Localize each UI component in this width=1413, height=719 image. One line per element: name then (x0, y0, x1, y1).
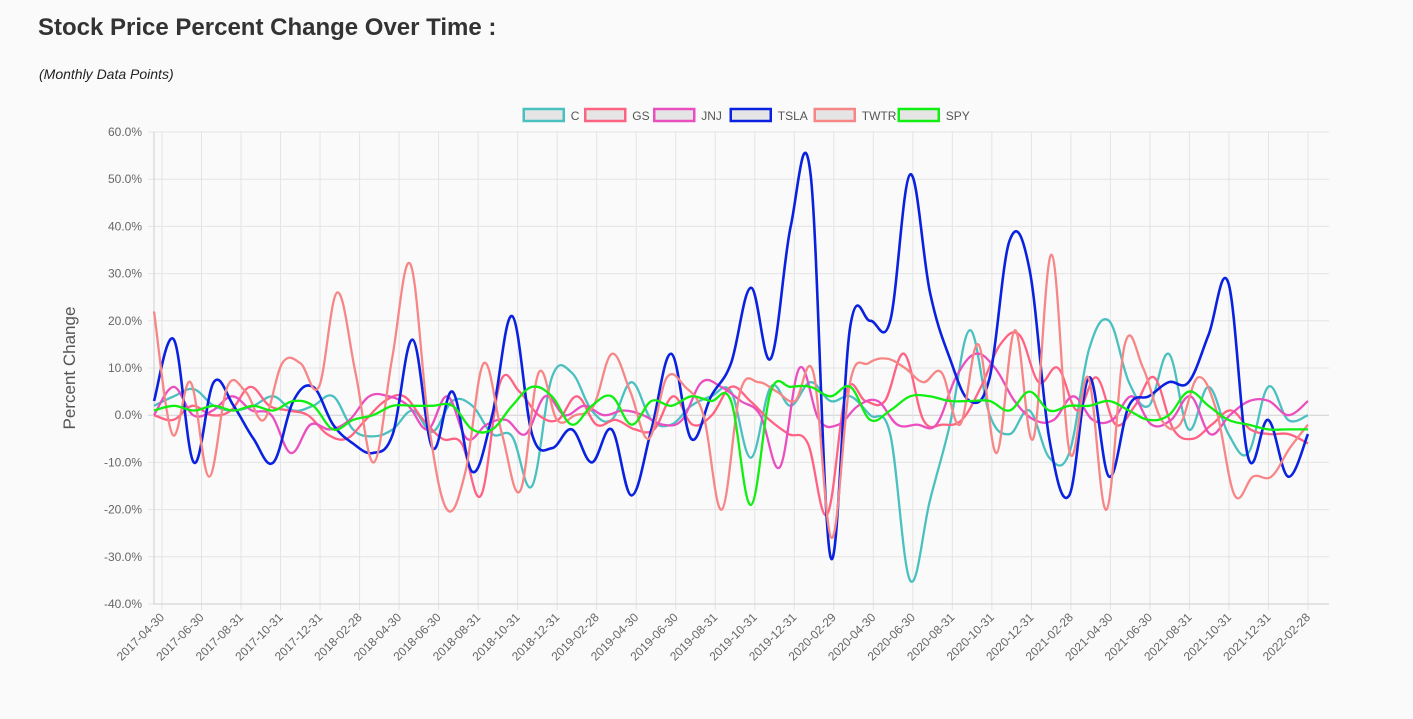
series-line-jnj (153, 352, 1309, 470)
legend-label-twtr: TWTR (862, 109, 897, 123)
y-tick-label: 0.0% (115, 408, 143, 422)
legend-label-c: C (571, 109, 580, 123)
series-line-spy (153, 379, 1308, 507)
y-tick-label: 40.0% (108, 219, 142, 233)
legend-swatch-c (522, 107, 565, 123)
y-axis-title: Percent Change (60, 307, 79, 430)
gridlines (148, 131, 1329, 610)
y-tick-label: 50.0% (108, 172, 142, 186)
series-lines (152, 151, 1310, 583)
legend-label-gs: GS (632, 109, 649, 123)
legend-label-jnj: JNJ (701, 109, 722, 123)
axes: -40.0% -30.0% -20.0% -10.0% 0.0% 10.0% 20.0% 30… (104, 125, 1329, 664)
y-tick-label: -20.0% (104, 503, 142, 517)
y-tick-label: 10.0% (108, 361, 142, 375)
legend: C GS JNJ TSLA TWTR SPY (522, 107, 970, 123)
y-tick-label: 20.0% (108, 314, 142, 328)
y-tick-label: 30.0% (108, 267, 142, 281)
y-tick-label: -30.0% (104, 550, 142, 564)
legend-swatch-twtr (813, 107, 856, 123)
y-tick-label: -10.0% (104, 455, 142, 469)
legend-swatch-gs (584, 107, 627, 123)
y-tick-label: 60.0% (108, 125, 142, 139)
legend-label-spy: SPY (946, 109, 970, 123)
legend-swatch-jnj (653, 107, 696, 123)
legend-swatch-tsla (729, 107, 772, 123)
legend-label-tsla: TSLA (778, 109, 808, 123)
series-line-twtr (152, 253, 1309, 540)
series-line-c (153, 318, 1309, 583)
series-line-gs (153, 331, 1309, 517)
series-line-tsla (152, 151, 1310, 561)
page-subtitle: (Monthly Data Points) (39, 66, 174, 82)
y-tick-label: -40.0% (104, 597, 142, 611)
legend-swatch-spy (897, 107, 940, 123)
page-title: Stock Price Percent Change Over Time : (38, 14, 497, 41)
